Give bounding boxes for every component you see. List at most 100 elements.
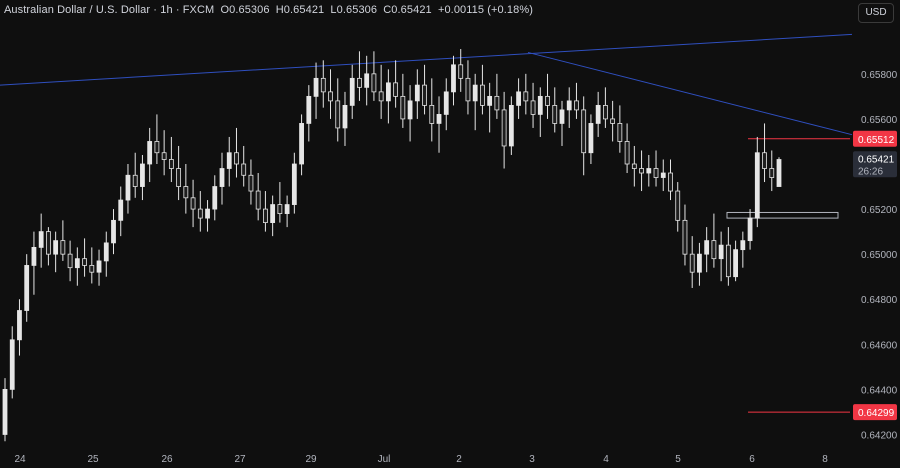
candle-body: [595, 104, 601, 124]
candle: [675, 182, 681, 232]
candle: [31, 231, 37, 295]
candle-body: [371, 73, 377, 93]
candle: [480, 64, 485, 115]
candle-body: [610, 118, 616, 124]
candle-body: [754, 152, 760, 219]
candle-body: [718, 244, 724, 260]
candle: [581, 96, 587, 176]
candle-body: [697, 253, 702, 273]
candle: [660, 159, 666, 192]
candle: [96, 249, 102, 286]
candle-body: [487, 95, 493, 106]
candle: [689, 236, 695, 288]
candle-body: [82, 258, 87, 266]
y-tick-label: 0.65200: [861, 205, 898, 216]
y-tick-label: 0.64800: [861, 295, 898, 306]
candle: [111, 209, 116, 255]
candle-body: [566, 100, 572, 111]
candle: [364, 55, 370, 106]
candle: [82, 238, 87, 277]
candle: [176, 145, 182, 201]
candle-body: [769, 168, 775, 178]
candle: [270, 195, 276, 237]
candle: [46, 227, 51, 266]
candle: [414, 69, 420, 119]
y-tick-label: 0.65000: [861, 250, 898, 261]
candle: [38, 213, 44, 268]
candle: [89, 247, 95, 284]
candle-body: [660, 172, 666, 178]
price-tag: 0.65512: [853, 130, 897, 147]
candle: [385, 69, 391, 124]
candle-body: [422, 84, 427, 106]
candle-body: [465, 77, 471, 102]
candle-body: [451, 64, 456, 93]
candle-body: [53, 240, 59, 255]
candle-body: [668, 172, 673, 192]
candle: [74, 247, 80, 286]
candle-body: [248, 174, 254, 192]
candle-body: [689, 253, 695, 273]
candle: [154, 114, 160, 164]
candle-body: [255, 190, 261, 210]
x-tick-label: 8: [822, 454, 828, 465]
candle-body: [400, 95, 406, 120]
candle: [494, 73, 500, 119]
candle: [393, 60, 399, 108]
candle: [284, 195, 290, 228]
candle: [559, 100, 565, 146]
candle: [342, 91, 348, 146]
candle-body: [320, 77, 326, 93]
candle-body: [378, 91, 384, 102]
price-tag-bg: [853, 404, 897, 421]
candle: [219, 152, 225, 205]
candle: [357, 51, 362, 101]
candle: [704, 227, 710, 273]
currency-button[interactable]: USD: [858, 3, 894, 23]
candle: [226, 136, 232, 187]
y-tick-label: 0.65800: [861, 70, 898, 81]
descending-trendline[interactable]: [527, 51, 853, 136]
candle-body: [17, 310, 22, 341]
last-price-label: 0.65421: [858, 154, 895, 165]
candle-body: [385, 82, 391, 102]
candle: [183, 164, 189, 214]
x-tick-label: 5: [675, 454, 681, 465]
candle: [241, 145, 247, 187]
candle: [60, 220, 66, 261]
y-tick-label: 0.64400: [861, 385, 898, 396]
resistance-trendline[interactable]: [0, 33, 853, 86]
candle: [646, 154, 652, 187]
candle-body: [219, 168, 225, 187]
symbol-name[interactable]: Australian Dollar / U.S. Dollar · 1h · F…: [4, 4, 215, 16]
candle-body: [140, 163, 145, 187]
candle-body: [530, 100, 536, 115]
candle-body: [704, 240, 710, 255]
candle-body: [328, 91, 333, 102]
candle-body: [67, 253, 73, 269]
candle: [400, 73, 406, 128]
candle-body: [132, 174, 138, 187]
symbol-header: Australian Dollar / U.S. Dollar · 1h · F…: [4, 4, 536, 16]
support-zone-box[interactable]: [726, 211, 839, 219]
candle: [299, 114, 304, 176]
ohlc-change: +0.00115 (+0.18%): [437, 4, 534, 16]
candle-body: [2, 388, 8, 435]
candle-body: [574, 100, 579, 111]
candle: [443, 78, 449, 131]
candle-body: [31, 246, 37, 266]
x-tick-label: 6: [749, 454, 755, 465]
price-tag: 0.64299: [853, 404, 897, 421]
candle: [530, 82, 536, 128]
x-tick-label: Jul: [378, 454, 391, 465]
candle-body: [335, 100, 341, 129]
x-tick-label: 26: [161, 454, 173, 465]
candle-body: [168, 159, 174, 169]
candle-body: [494, 95, 500, 111]
candle-body: [516, 91, 521, 106]
candle-body: [357, 77, 362, 88]
candle: [140, 154, 145, 201]
